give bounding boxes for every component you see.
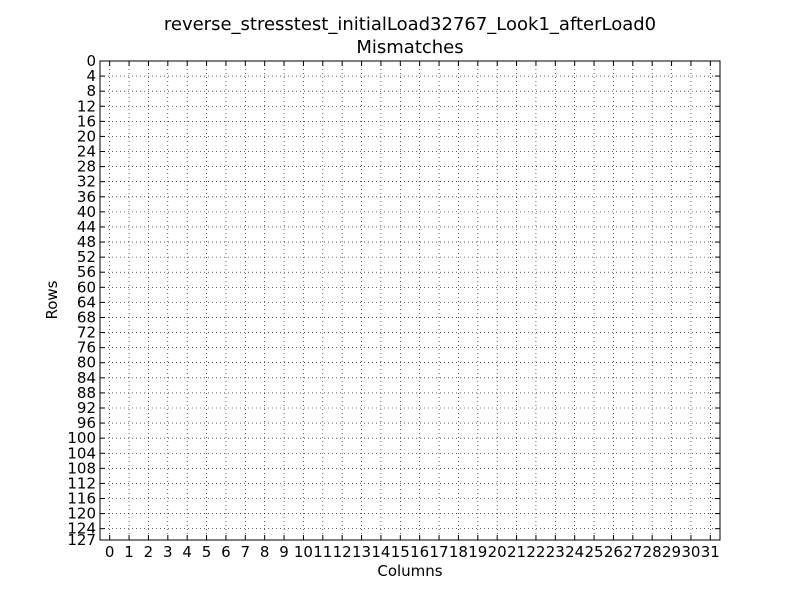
- y-tick-label-7: 28: [77, 158, 96, 176]
- x-tick-label-4: 4: [182, 543, 192, 561]
- grid-lines: [100, 60, 720, 541]
- x-tick-label-28: 28: [643, 543, 662, 561]
- y-tick-label-22: 88: [77, 384, 96, 402]
- plot-area-frame: [99, 60, 721, 541]
- y-tick-label-27: 108: [67, 459, 96, 477]
- x-tick-label-16: 16: [410, 543, 429, 561]
- x-tick-label-1: 1: [124, 543, 134, 561]
- y-tick-label-23: 92: [77, 399, 96, 417]
- y-tick-label-18: 72: [77, 324, 96, 342]
- y-tick-label-24: 96: [77, 414, 96, 432]
- y-tick-label-5: 20: [77, 127, 96, 145]
- y-tick-label-1: 4: [86, 67, 96, 85]
- y-tick-label-8: 32: [77, 173, 96, 191]
- y-tick-label-19: 76: [77, 339, 96, 357]
- y-tick-label-30: 120: [67, 505, 96, 523]
- y-tick-label-21: 84: [77, 369, 96, 387]
- y-tick-label-28: 112: [67, 474, 96, 492]
- y-tick-label-14: 56: [77, 263, 96, 281]
- x-tick-label-3: 3: [163, 543, 173, 561]
- y-tick-label-13: 52: [77, 248, 96, 266]
- x-tick-label-21: 21: [507, 543, 526, 561]
- y-tick-label-3: 12: [77, 97, 96, 115]
- y-tick-label-16: 64: [77, 293, 96, 311]
- y-tick-label-0: 0: [86, 52, 96, 70]
- y-tick-label-25: 100: [67, 429, 96, 447]
- x-tick-label-23: 23: [546, 543, 565, 561]
- x-tick-label-20: 20: [488, 543, 507, 561]
- x-tick-label-2: 2: [144, 543, 154, 561]
- x-tick-label-29: 29: [662, 543, 681, 561]
- x-tick-label-9: 9: [279, 543, 289, 561]
- x-tick-label-25: 25: [585, 543, 604, 561]
- x-tick-label-31: 31: [701, 543, 720, 561]
- x-tick-label-8: 8: [260, 543, 270, 561]
- x-tick-label-22: 22: [526, 543, 545, 561]
- x-axis-ticks: 0 1 2 3 4 5 6 7 8 9 10 11 12 13 14 15 16 17 18 19 20 21 22 23 24…: [105, 61, 720, 561]
- y-tick-label-15: 60: [77, 278, 96, 296]
- y-tick-label-4: 16: [77, 112, 96, 130]
- y-tick-label-20: 80: [77, 354, 96, 372]
- y-tick-label-26: 104: [67, 444, 96, 462]
- x-tick-label-12: 12: [333, 543, 352, 561]
- y-tick-label-6: 24: [77, 143, 96, 161]
- y-tick-label-29: 116: [67, 490, 96, 508]
- x-tick-label-15: 15: [391, 543, 410, 561]
- x-tick-label-11: 11: [313, 543, 332, 561]
- y-tick-label-9: 36: [77, 188, 96, 206]
- x-tick-label-7: 7: [241, 543, 251, 561]
- x-tick-label-6: 6: [221, 543, 231, 561]
- y-tick-label-17: 68: [77, 308, 96, 326]
- x-tick-label-14: 14: [371, 543, 390, 561]
- x-tick-label-24: 24: [565, 543, 584, 561]
- x-tick-label-10: 10: [294, 543, 313, 561]
- x-tick-label-0: 0: [105, 543, 115, 561]
- x-tick-label-26: 26: [604, 543, 623, 561]
- x-axis-label: Columns: [377, 562, 442, 580]
- x-tick-label-27: 27: [623, 543, 642, 561]
- x-tick-label-5: 5: [202, 543, 212, 561]
- chart-title-line2: Mismatches: [356, 37, 463, 58]
- y-tick-label-10: 40: [77, 203, 96, 221]
- y-axis-label: Rows: [43, 280, 61, 319]
- chart-title-line1: reverse_stresstest_initialLoad32767_Look…: [164, 14, 656, 35]
- x-tick-label-17: 17: [430, 543, 449, 561]
- y-tick-label-12: 48: [77, 233, 96, 251]
- x-tick-label-19: 19: [468, 543, 487, 561]
- y-axis-ticks: 0481216202428323640444852566064687276808…: [67, 52, 720, 549]
- y-tick-label-11: 44: [77, 218, 96, 236]
- y-tick-label-2: 8: [86, 82, 96, 100]
- x-tick-label-18: 18: [449, 543, 468, 561]
- x-tick-label-13: 13: [352, 543, 371, 561]
- x-tick-label-30: 30: [681, 543, 700, 561]
- y-tick-label-31: 124: [67, 520, 96, 538]
- y-tick-label-32: 127: [67, 531, 96, 549]
